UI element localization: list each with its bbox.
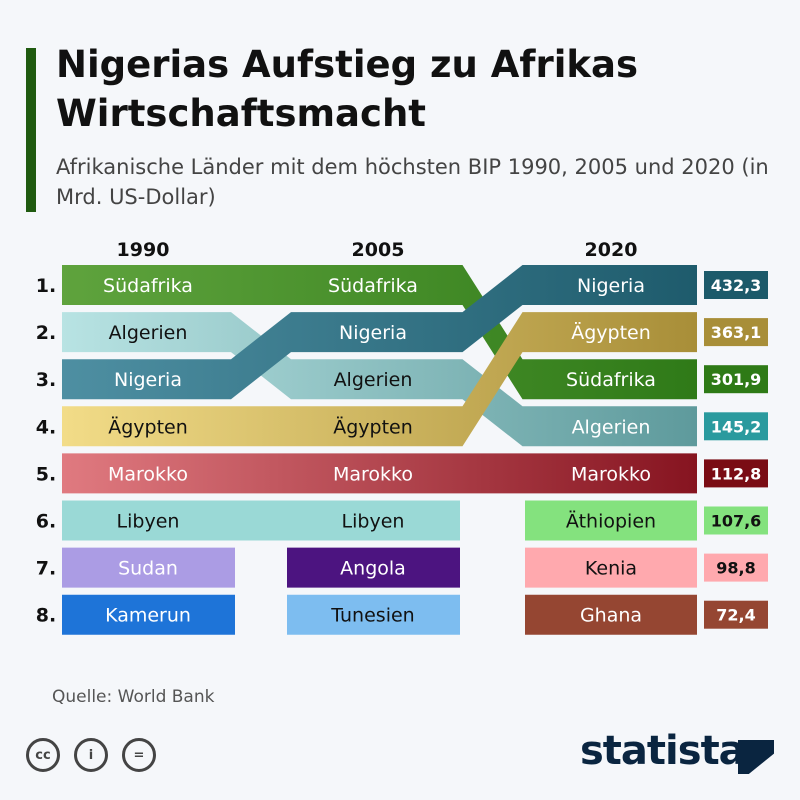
no-derivatives-icon[interactable]: = [122, 738, 156, 772]
rank-label: 5. [36, 463, 56, 485]
value-badge [704, 412, 768, 441]
value-label: 112,8 [711, 464, 762, 483]
rank-label: 6. [36, 511, 56, 533]
value-badge [704, 553, 768, 582]
band-libyen [62, 500, 460, 541]
band-äthiopien [525, 500, 697, 541]
column-header: 2005 [352, 239, 405, 261]
value-label: 301,9 [711, 370, 762, 389]
accent-bar [26, 48, 36, 212]
band-tunesien [287, 594, 460, 635]
country-label: Äthiopien [566, 510, 656, 533]
country-label: Ägypten [108, 415, 188, 438]
value-badge [704, 365, 768, 394]
column-header: 1990 [117, 239, 170, 261]
attribution-icon[interactable]: i [74, 738, 108, 772]
country-label: Nigeria [114, 369, 182, 391]
column-header: 2020 [585, 239, 638, 261]
country-label: Algerien [109, 322, 188, 344]
rank-label: 4. [36, 416, 56, 438]
country-label: Marokko [333, 463, 413, 485]
band-südafrika [62, 265, 697, 400]
band-nigeria [62, 265, 697, 400]
band-ghana [525, 594, 697, 635]
country-label: Kenia [585, 558, 637, 580]
band-ägypten [62, 312, 697, 447]
rank-label: 3. [36, 369, 56, 391]
value-badge [704, 271, 768, 299]
value-badge [704, 318, 768, 347]
source-note: Quelle: World Bank [52, 687, 215, 707]
value-badge [704, 600, 768, 629]
value-label: 363,1 [711, 323, 762, 342]
country-label: Nigeria [577, 275, 645, 297]
country-label: Ghana [580, 605, 642, 627]
country-label: Südafrika [103, 275, 193, 297]
country-label: Algerien [572, 416, 651, 438]
country-label: Libyen [342, 511, 405, 533]
value-label: 145,2 [711, 417, 762, 436]
band-kenia [525, 547, 697, 588]
country-label: Angola [340, 558, 406, 580]
value-badge [704, 506, 768, 535]
value-badge [704, 459, 768, 488]
rank-label: 1. [36, 275, 56, 297]
country-label: Marokko [108, 463, 188, 485]
rank-label: 7. [36, 558, 56, 580]
country-label: Algerien [334, 369, 413, 391]
statista-logo[interactable]: statista [580, 728, 746, 774]
band-marokko [62, 453, 697, 494]
band-kamerun [62, 594, 235, 635]
value-label: 107,6 [711, 512, 762, 531]
country-label: Südafrika [566, 369, 656, 391]
chart-title: Nigerias Aufstieg zu Afrikas Wirtschafts… [56, 43, 638, 135]
country-label: Libyen [117, 511, 180, 533]
country-label: Sudan [118, 558, 178, 580]
value-label: 72,4 [716, 606, 755, 625]
band-sudan [62, 547, 235, 588]
country-label: Tunesien [330, 605, 414, 627]
country-label: Nigeria [339, 322, 407, 344]
country-label: Ägypten [571, 321, 651, 344]
cc-icon[interactable]: cc [26, 738, 60, 772]
band-algerien [62, 312, 697, 447]
country-label: Kamerun [105, 605, 191, 627]
country-label: Marokko [571, 463, 651, 485]
rank-label: 8. [36, 605, 56, 627]
country-label: Südafrika [328, 275, 418, 297]
chart-subtitle: Afrikanische Länder mit dem höchsten BIP… [56, 155, 769, 209]
value-label: 432,3 [711, 276, 762, 295]
value-label: 98,8 [716, 559, 755, 578]
country-label: Ägypten [333, 415, 413, 438]
rank-label: 2. [36, 322, 56, 344]
band-angola [287, 547, 460, 588]
